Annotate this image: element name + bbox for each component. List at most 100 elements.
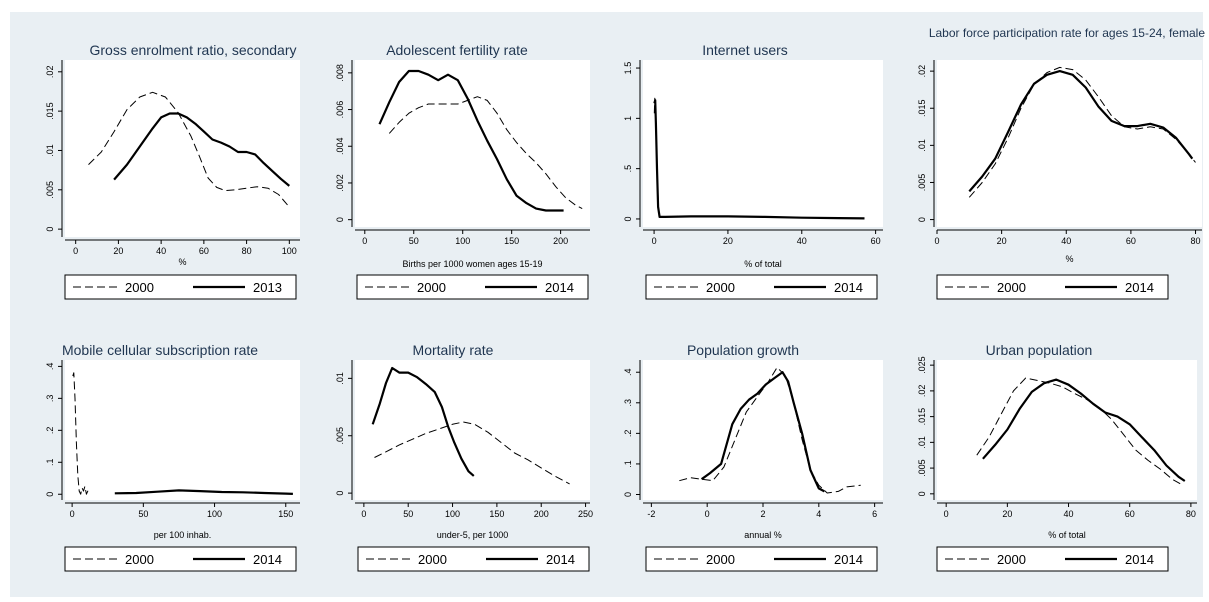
- x-tick-label: -2: [647, 509, 655, 519]
- plot-region: [643, 60, 883, 227]
- legend-label: 2014: [1125, 552, 1154, 567]
- y-tick-label: 0: [623, 216, 633, 221]
- chart-title: Gross enrolment ratio, secondary: [90, 42, 297, 58]
- x-tick-label: 20: [113, 246, 123, 256]
- legend-label: 2000: [418, 552, 447, 567]
- x-tick-label: 60: [199, 246, 209, 256]
- x-tick-label: 0: [362, 236, 367, 246]
- x-axis-label: annual %: [744, 530, 782, 540]
- y-tick-label: .005: [917, 459, 927, 477]
- x-tick-label: 2: [760, 509, 765, 519]
- y-tick-label: .4: [45, 363, 55, 371]
- x-tick-label: 50: [403, 509, 413, 519]
- legend-label: 2014: [1125, 280, 1154, 295]
- y-tick-label: 0: [45, 227, 55, 232]
- y-tick-label: .5: [623, 165, 633, 173]
- x-tick-label: 50: [138, 509, 148, 519]
- series-line-2014: [653, 99, 865, 220]
- chart-title: Internet users: [702, 42, 788, 58]
- y-tick-label: .004: [335, 137, 345, 155]
- chart-panel: Gross enrolment ratio, secondary 0 20 40 60 8…: [45, 42, 300, 300]
- y-tick-label: .01: [917, 139, 927, 152]
- chart-panel: Mobile cellular subscription rate 0 50 100 1…: [45, 342, 300, 572]
- x-tick-label: 100: [445, 509, 460, 519]
- chart-title: Population growth: [687, 342, 799, 358]
- plot-region: [937, 60, 1202, 227]
- x-axis-label: % of total: [744, 259, 782, 269]
- y-tick-label: .1: [45, 459, 55, 467]
- plot-region: [355, 360, 590, 500]
- legend-label: 2000: [706, 552, 735, 567]
- y-tick-label: 0: [335, 217, 345, 222]
- plot-region: [65, 360, 300, 500]
- x-tick-label: 150: [504, 236, 519, 246]
- chart-title: Urban population: [986, 342, 1093, 358]
- legend-label: 2000: [706, 280, 735, 295]
- chart-panel: Mortality rate 0 50 100 150 200 250 0 .005 .01 und…: [335, 342, 593, 572]
- x-tick-label: 6: [872, 509, 877, 519]
- series-line-2000: [976, 377, 1182, 486]
- x-tick-label: 40: [156, 246, 166, 256]
- plot-region: [643, 360, 883, 500]
- legend-label: 2014: [545, 280, 574, 295]
- chart-panel: Labor force participation rate for ages …: [917, 26, 1205, 300]
- y-tick-label: .01: [45, 144, 55, 157]
- series-line-2014: [371, 366, 475, 477]
- legend-label: 2000: [125, 280, 154, 295]
- x-tick-label: 100: [282, 246, 297, 256]
- y-tick-label: .1: [623, 460, 633, 468]
- x-tick-label: 250: [578, 509, 593, 519]
- x-tick-label: 150: [278, 509, 293, 519]
- x-tick-label: 0: [944, 509, 949, 519]
- series-line-2014: [982, 378, 1186, 482]
- x-tick-label: 40: [1064, 509, 1074, 519]
- x-tick-label: 0: [70, 509, 75, 519]
- x-tick-label: 40: [1061, 236, 1071, 246]
- series-line-2014: [378, 69, 564, 212]
- x-axis-label: %: [1065, 254, 1073, 264]
- x-tick-label: 60: [871, 236, 881, 246]
- y-tick-label: .3: [623, 399, 633, 407]
- series-line-2000: [388, 96, 583, 210]
- legend-label: 2013: [253, 280, 282, 295]
- series-line-2000: [88, 91, 290, 208]
- y-tick-label: .005: [917, 174, 927, 192]
- y-tick-label: .005: [335, 427, 345, 445]
- x-axis-label: per 100 inhab.: [154, 530, 212, 540]
- chart-title: Labor force participation rate for ages …: [929, 26, 1205, 40]
- legend-label: 2014: [253, 552, 282, 567]
- x-tick-label: 0: [705, 509, 710, 519]
- x-tick-label: 0: [73, 246, 78, 256]
- legend-label: 2014: [834, 280, 863, 295]
- y-tick-label: .025: [917, 356, 927, 374]
- legend-label: 2000: [997, 552, 1026, 567]
- y-tick-label: .3: [45, 395, 55, 403]
- legend-label: 2014: [834, 552, 863, 567]
- y-tick-label: .01: [917, 436, 927, 449]
- x-tick-label: 0: [361, 509, 366, 519]
- series-line-2000: [679, 367, 861, 494]
- y-tick-label: 1.5: [623, 62, 633, 75]
- x-tick-label: 20: [723, 236, 733, 246]
- series-line-2000: [374, 421, 570, 485]
- series-line-2000: [968, 66, 1196, 198]
- x-tick-label: 4: [816, 509, 821, 519]
- x-tick-label: 60: [1126, 236, 1136, 246]
- x-axis-label: %: [178, 257, 186, 267]
- plot-region: [355, 60, 590, 227]
- x-tick-label: 50: [409, 236, 419, 246]
- y-tick-label: .02: [917, 65, 927, 78]
- plot-region: [65, 60, 300, 237]
- y-tick-label: .01: [335, 372, 345, 385]
- chart-panel: Internet users 0 20 40 60 0 .5 1 1.5 % of total 20…: [623, 42, 883, 300]
- x-axis-label: under-5, per 1000: [437, 530, 509, 540]
- chart-panel: Urban population 0 20 40 60 80 0 .005 .01 .015 .02…: [917, 342, 1197, 572]
- y-tick-label: .2: [623, 430, 633, 438]
- y-tick-label: .02: [917, 385, 927, 398]
- chart-title: Adolescent fertility rate: [386, 42, 528, 58]
- series-line-2014: [968, 70, 1194, 193]
- x-tick-label: 20: [1002, 509, 1012, 519]
- y-tick-label: 0: [623, 492, 633, 497]
